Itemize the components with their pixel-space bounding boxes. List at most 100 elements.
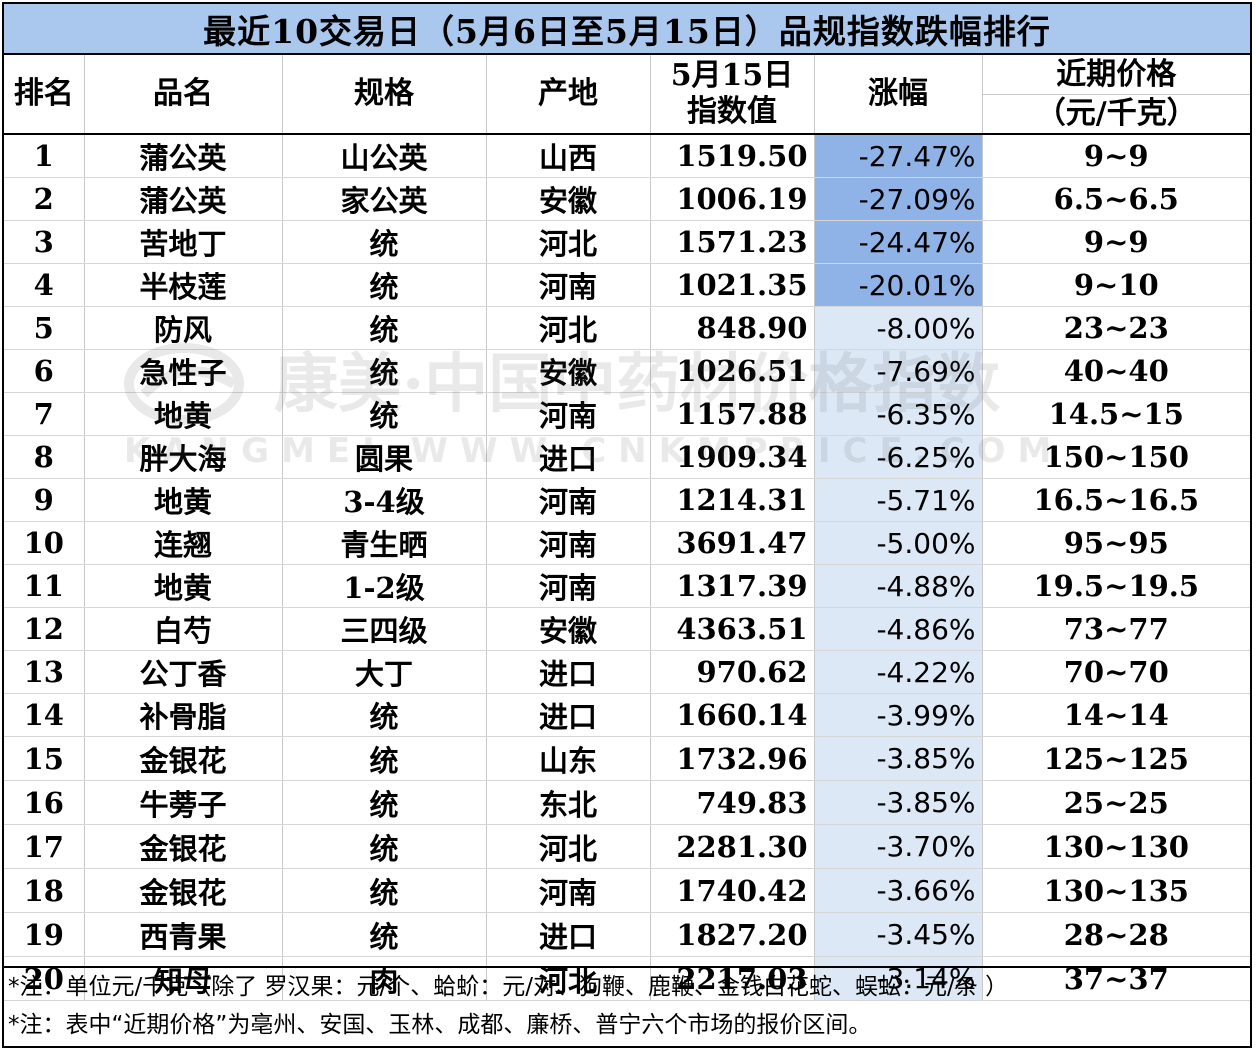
cell-price: 16.5~16.5 <box>982 478 1250 522</box>
table-row: 12 白芍 三四级 安徽 4363.51 -4.86% 73~77 <box>4 607 1250 651</box>
cell-rank: 18 <box>4 868 85 913</box>
cell-name: 蒲公英 <box>84 177 283 221</box>
cell-price: 70~70 <box>982 650 1250 694</box>
cell-origin: 河北 <box>486 824 651 869</box>
cell-change: -5.71% <box>814 478 983 522</box>
cell-name: 金银花 <box>84 736 283 781</box>
cell-name: 半枝莲 <box>84 263 283 307</box>
cell-price: 150~150 <box>982 435 1250 479</box>
cell-spec: 统 <box>282 392 487 436</box>
cell-rank: 13 <box>4 650 85 694</box>
cell-price: 9~9 <box>982 134 1250 178</box>
cell-origin: 河南 <box>486 263 651 307</box>
cell-change: -27.09% <box>814 177 983 221</box>
cell-index: 749.83 <box>650 780 815 825</box>
table-row: 10 连翘 青生晒 河南 3691.47 -5.00% 95~95 <box>4 521 1250 565</box>
cell-name: 急性子 <box>84 349 283 393</box>
cell-rank: 8 <box>4 435 85 479</box>
header-index: 5月15日 指数值 <box>650 55 815 135</box>
cell-spec: 统 <box>282 912 487 957</box>
ranking-table: 排名 品名 规格 产地 5月15日 指数值 涨幅 近期价格 （元/千克） 1 蒲公… <box>4 55 1250 1001</box>
table-row: 3 苦地丁统河北 1571.23 -24.47% 9~9 <box>4 220 1250 264</box>
cell-index: 1909.34 <box>650 435 815 479</box>
cell-index: 848.90 <box>650 306 815 350</box>
cell-index: 1317.39 <box>650 564 815 608</box>
cell-name: 金银花 <box>84 868 283 913</box>
cell-origin: 东北 <box>486 780 651 825</box>
cell-name: 西青果 <box>84 912 283 957</box>
cell-index: 1026.51 <box>650 349 815 393</box>
cell-origin: 河南 <box>486 868 651 913</box>
cell-rank: 2 <box>4 177 85 221</box>
cell-index: 1519.50 <box>650 134 815 178</box>
cell-rank: 4 <box>4 263 85 307</box>
cell-rank: 7 <box>4 392 85 436</box>
cell-price: 130~130 <box>982 824 1250 869</box>
cell-change: -24.47% <box>814 220 983 264</box>
cell-change: -7.69% <box>814 349 983 393</box>
cell-name: 白芍 <box>84 607 283 651</box>
cell-name: 补骨脂 <box>84 693 283 737</box>
cell-origin: 进口 <box>486 650 651 694</box>
cell-index: 1827.20 <box>650 912 815 957</box>
table-row: 18 金银花统河南 1740.42 -3.66% 130~135 <box>4 868 1250 913</box>
cell-index: 3691.47 <box>650 521 815 565</box>
header-row: 排名 品名 规格 产地 5月15日 指数值 涨幅 近期价格 （元/千克） <box>4 55 1250 135</box>
cell-rank: 16 <box>4 780 85 825</box>
cell-price: 14~14 <box>982 693 1250 737</box>
cell-rank: 12 <box>4 607 85 651</box>
cell-spec: 统 <box>282 824 487 869</box>
table-row: 14 补骨脂统进口 1660.14 -3.99% 14~14 <box>4 693 1250 737</box>
cell-price: 23~23 <box>982 306 1250 350</box>
cell-price: 14.5~15 <box>982 392 1250 436</box>
cell-price: 19.5~19.5 <box>982 564 1250 608</box>
cell-rank: 6 <box>4 349 85 393</box>
cell-change: -20.01% <box>814 263 983 307</box>
cell-price: 40~40 <box>982 349 1250 393</box>
cell-name: 连翘 <box>84 521 283 565</box>
cell-index: 4363.51 <box>650 607 815 651</box>
table-row: 7 地黄统河南 1157.88 -6.35% 14.5~15 <box>4 392 1250 436</box>
table-row: 13 公丁香 大丁 进口 970.62 -4.22% 70~70 <box>4 650 1250 694</box>
cell-spec: 家公英 <box>282 177 487 221</box>
cell-price: 9~10 <box>982 263 1250 307</box>
table-row: 11 地黄 1-2级 河南 1317.39 -4.88% 19.5~19.5 <box>4 564 1250 608</box>
cell-change: -3.66% <box>814 868 983 913</box>
cell-spec: 肉 <box>282 956 487 1001</box>
note-price-range: *注：表中“近期价格”为亳州、安国、玉林、成都、廉桥、普宁六个市场的报价区间。 <box>8 1012 872 1038</box>
cell-index: 1660.14 <box>650 693 815 737</box>
cell-change: -5.00% <box>814 521 983 565</box>
table-row: 16 牛蒡子统东北 749.83 -3.85% 25~25 <box>4 780 1250 825</box>
cell-name: 苦地丁 <box>84 220 283 264</box>
cell-change: -4.22% <box>814 650 983 694</box>
cell-index: 1740.42 <box>650 868 815 913</box>
cell-index: 1214.31 <box>650 478 815 522</box>
cell-change: -4.86% <box>814 607 983 651</box>
cell-change: -3.85% <box>814 780 983 825</box>
table-row: 5 防风统河北 848.90 -8.00% 23~23 <box>4 306 1250 350</box>
cell-change: -3.70% <box>814 824 983 869</box>
cell-origin: 安徽 <box>486 177 651 221</box>
note-units: *注：单位元/千克（除了 罗汉果：元/个、蛤蚧：元/对、狗鞭、鹿鞭、金钱白花蛇、… <box>8 974 1009 1000</box>
cell-spec: 统 <box>282 693 487 737</box>
cell-name: 地黄 <box>84 392 283 436</box>
cell-spec: 统 <box>282 736 487 781</box>
table-row: 2 蒲公英 家公英 安徽 1006.19 -27.09% 6.5~6.5 <box>4 177 1250 221</box>
cell-spec: 统 <box>282 780 487 825</box>
cell-price: 95~95 <box>982 521 1250 565</box>
cell-rank: 20 <box>4 956 85 1001</box>
cell-index: 1006.19 <box>650 177 815 221</box>
table-row: 15 金银花统山东 1732.96 -3.85% 125~125 <box>4 736 1250 781</box>
cell-origin: 河北 <box>486 306 651 350</box>
cell-name: 防风 <box>84 306 283 350</box>
cell-price: 9~9 <box>982 220 1250 264</box>
cell-origin: 安徽 <box>486 349 651 393</box>
cell-origin: 河南 <box>486 564 651 608</box>
cell-price: 125~125 <box>982 736 1250 781</box>
cell-spec: 山公英 <box>282 134 487 178</box>
cell-index: 1157.88 <box>650 392 815 436</box>
cell-name: 牛蒡子 <box>84 780 283 825</box>
cell-price: 25~25 <box>982 780 1250 825</box>
cell-rank: 11 <box>4 564 85 608</box>
